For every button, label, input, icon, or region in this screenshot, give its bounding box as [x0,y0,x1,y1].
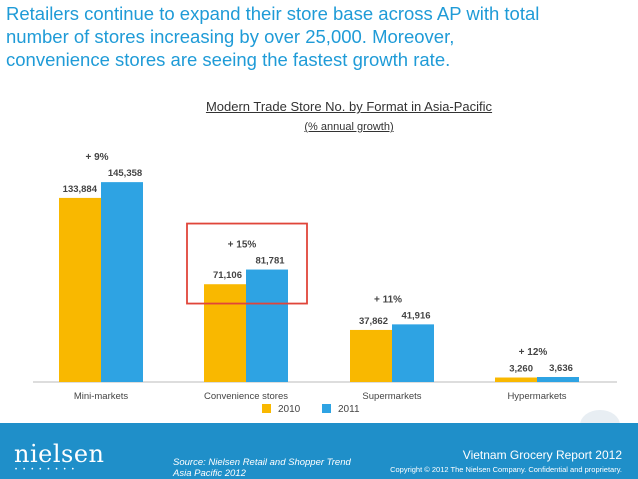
source-line-2: Asia Pacific 2012 [173,468,246,479]
chart-title: Modern Trade Store No. by Format in Asia… [205,99,493,114]
bar-2010-1 [204,284,246,382]
value-label-2011-3: 3,636 [549,363,573,374]
copyright-text: Copyright © 2012 The Nielsen Company. Co… [390,465,622,474]
chart-subtitle: (% annual growth) [304,121,394,133]
bar-2011-0 [101,182,143,382]
logo-dots: •••••••• [15,467,80,473]
headline-line-2: number of stores increasing by over 25,0… [6,26,455,47]
legend-swatch-2011 [322,404,331,413]
footer: nielsen •••••••• Source: Nielsen Retail … [0,423,638,479]
category-label-1: Convenience stores [204,391,288,402]
bar-2011-1 [246,269,288,382]
value-label-2011-1: 81,781 [255,256,285,267]
bar-2011-3 [537,377,579,382]
bar-2010-3 [495,377,537,382]
value-label-2010-1: 71,106 [213,270,242,281]
growth-label-2: + 11% [374,294,402,305]
legend-label-2010: 2010 [278,404,301,415]
category-label-0: Mini-markets [74,391,129,402]
value-label-2010-0: 133,884 [63,184,98,195]
category-label-2: Supermarkets [362,391,421,402]
category-label-3: Hypermarkets [507,391,566,402]
growth-label-0: + 9% [85,152,108,163]
legend-swatch-2010 [262,404,271,413]
report-title: Vietnam Grocery Report 2012 [462,448,622,462]
headline: Retailers continue to expand their store… [6,2,632,71]
bar-chart: 133,884 145,358+ 9% Mini-markets 71,106 81,7… [33,152,617,415]
value-label-2011-2: 41,916 [401,310,430,321]
bar-2010-0 [59,197,101,382]
bar-2011-2 [392,324,434,382]
headline-line-3: convenience stores are seeing the fastes… [6,49,451,70]
value-label-2010-2: 37,862 [359,316,388,327]
nielsen-logo: nielsen [14,440,105,468]
highlight-box [186,222,308,305]
legend-label-2011: 2011 [338,404,360,415]
headline-line-1: Retailers continue to expand their store… [6,3,540,24]
value-label-2011-0: 145,358 [108,168,142,179]
growth-label-3: + 12% [519,347,548,358]
source-line-1: Source: Nielsen Retail and Shopper Trend [173,457,351,468]
bar-2010-2 [350,329,392,382]
growth-label-1: + 15% [228,240,257,251]
value-label-2010-3: 3,260 [509,364,533,375]
source-note: Source: Nielsen Retail and Shopper Trend… [173,457,383,479]
